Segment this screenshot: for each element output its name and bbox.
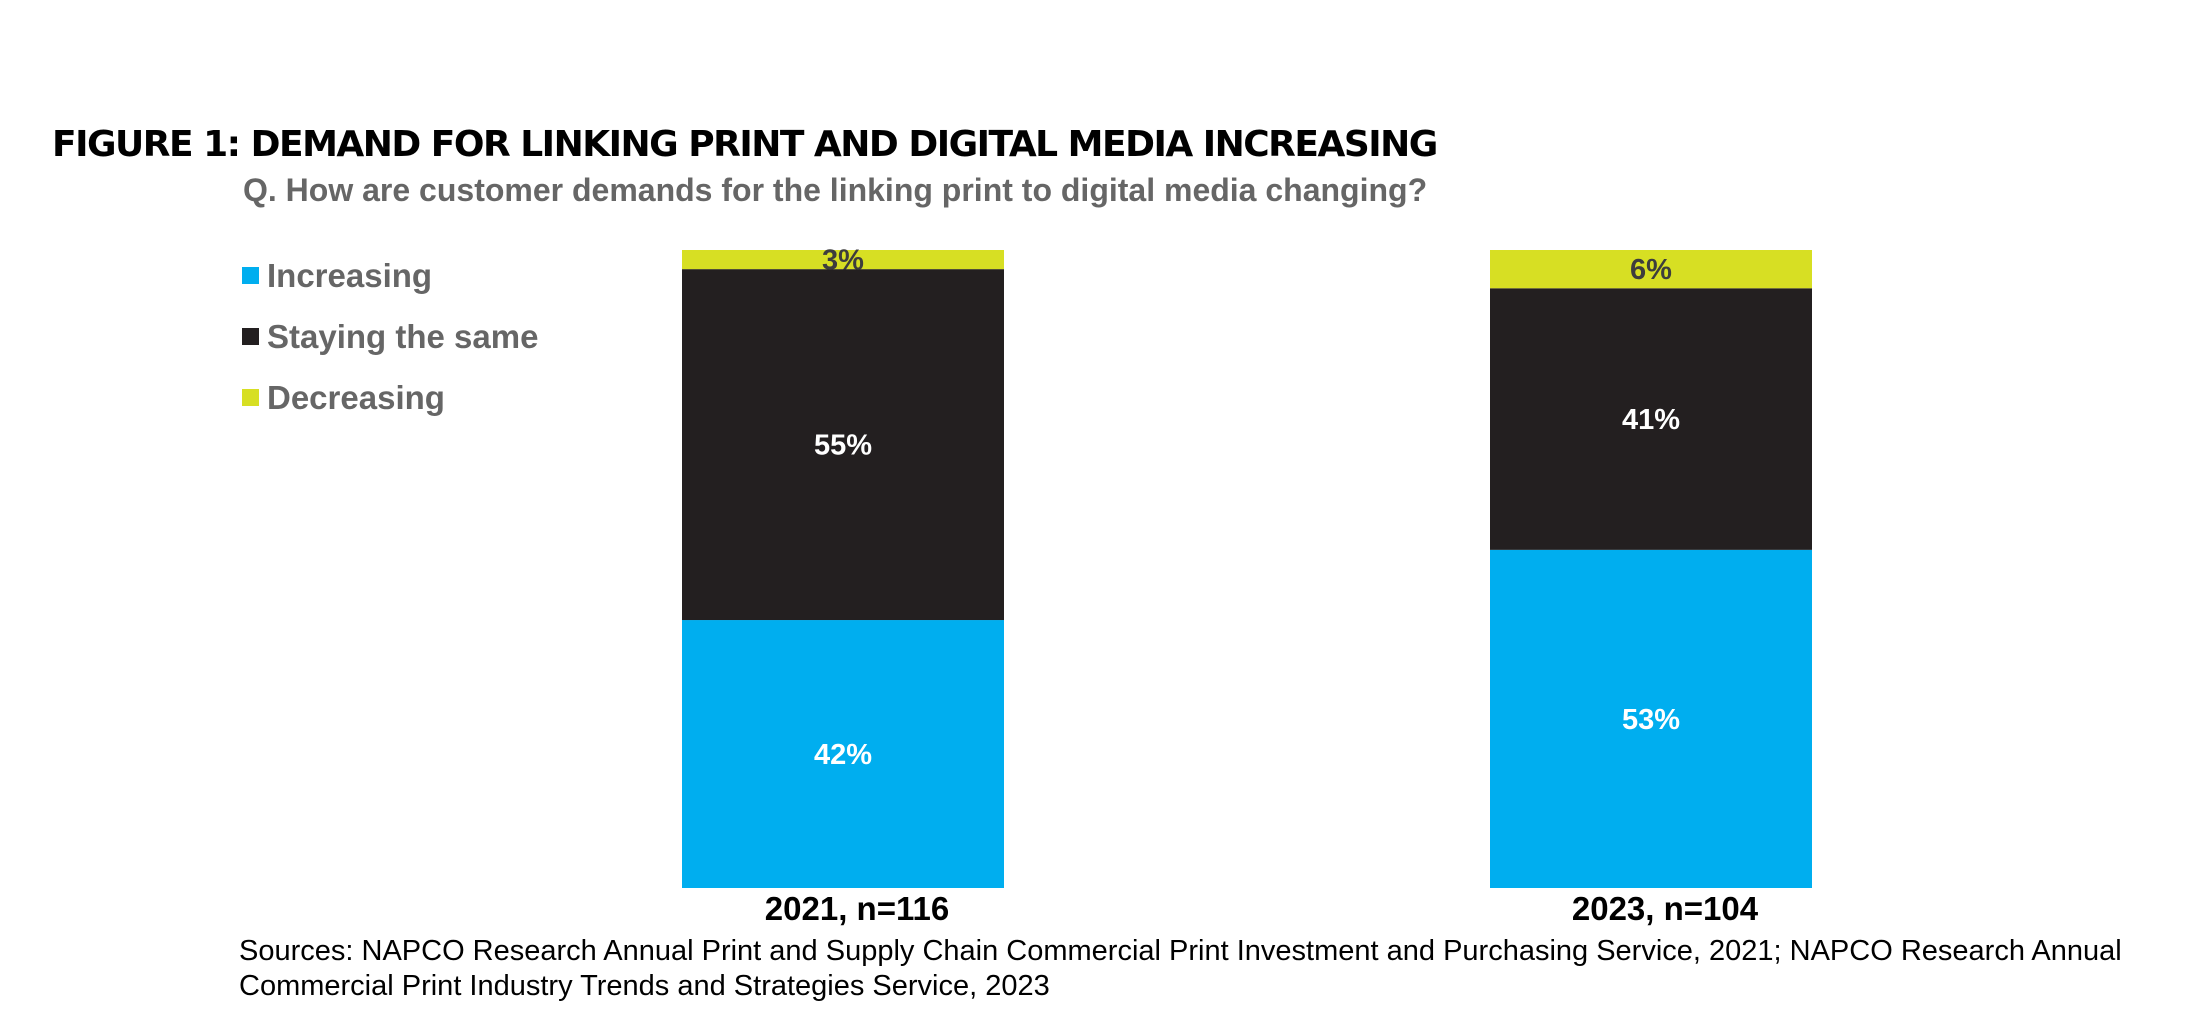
legend-label-decreasing: Decreasing <box>267 378 445 416</box>
bar-2021-decreasing <box>682 250 1004 270</box>
bar-2023-increasing <box>1490 549 1812 888</box>
legend-swatch-staying-the-same <box>242 328 259 345</box>
data-label-2021-staying-the-same: 55% <box>814 430 872 462</box>
category-label-2021: 2021, n=116 <box>765 890 949 927</box>
data-label-2023-staying-the-same: 41% <box>1622 404 1680 436</box>
data-label-2021-decreasing: 3% <box>822 245 864 277</box>
legend-swatch-increasing <box>242 267 259 284</box>
legend-item-decreasing: Decreasing <box>242 367 538 428</box>
bar-2021-staying-the-same <box>682 269 1004 621</box>
bar-2023-decreasing <box>1490 250 1812 289</box>
chart-subtitle: Q. How are customer demands for the link… <box>243 172 1428 208</box>
chart-title: FIGURE 1: DEMAND FOR LINKING PRINT AND D… <box>52 124 1438 165</box>
legend-label-increasing: Increasing <box>267 256 433 294</box>
legend-item-increasing: Increasing <box>242 245 538 306</box>
source-note: Sources: NAPCO Research Annual Print and… <box>239 935 2122 1002</box>
bar-2023-staying-the-same <box>1490 288 1812 550</box>
legend-swatch-decreasing <box>242 389 259 406</box>
bar-2021-increasing <box>682 620 1004 888</box>
data-label-2021-increasing: 42% <box>814 739 872 771</box>
data-label-2023-decreasing: 6% <box>1630 254 1672 286</box>
category-label-2023: 2023, n=104 <box>1572 890 1759 927</box>
legend: Increasing Staying the same Decreasing <box>242 245 538 428</box>
legend-item-staying-the-same: Staying the same <box>242 306 538 367</box>
data-label-2023-increasing: 53% <box>1622 704 1680 736</box>
legend-label-staying-the-same: Staying the same <box>267 317 539 355</box>
